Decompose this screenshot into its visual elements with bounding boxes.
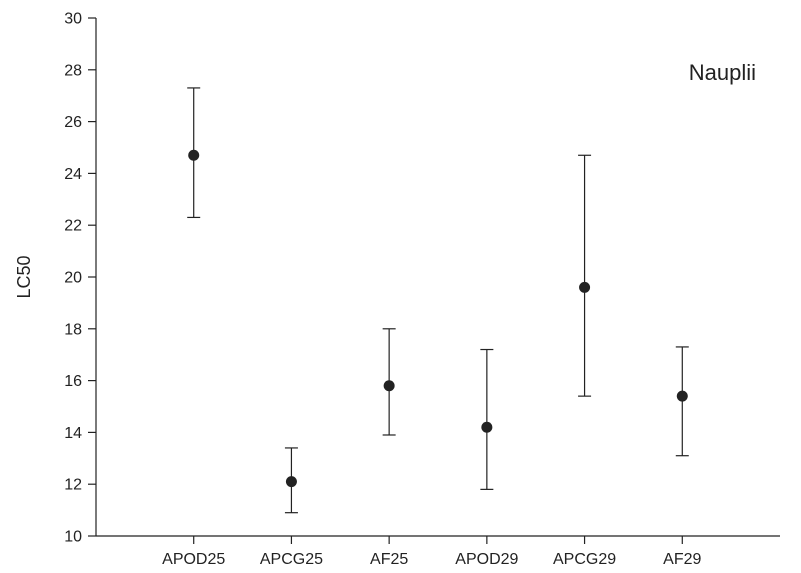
plot-frame (95, 18, 780, 537)
y-tick-label: 26 (64, 114, 82, 131)
x-axis: APOD25 APCG25 AF25 APOD29 APCG29 AF29 (162, 536, 702, 568)
panel-annotation: Nauplii (689, 60, 756, 85)
data-point (579, 281, 591, 293)
x-tick-label: APCG29 (553, 551, 616, 568)
y-axis-label: LC50 (14, 255, 34, 298)
y-axis: 10 12 14 16 18 20 22 24 26 28 30 (64, 11, 96, 546)
data-point (285, 476, 297, 488)
data-point (188, 149, 200, 161)
y-tick-label: 22 (64, 218, 82, 235)
x-tick-label: APOD29 (455, 551, 518, 568)
y-tick-label: 10 (64, 529, 82, 546)
y-tick-label: 12 (64, 477, 82, 494)
y-tick-label: 30 (64, 11, 82, 28)
data-point (383, 380, 395, 392)
data-point (676, 390, 688, 402)
y-tick-label: 18 (64, 321, 82, 338)
y-tick-label: 28 (64, 62, 82, 79)
data-point (481, 421, 493, 433)
x-tick-label: AF25 (370, 551, 408, 568)
y-tick-label: 16 (64, 373, 82, 390)
y-tick-label: 24 (64, 166, 82, 183)
data-marks (187, 87, 689, 514)
y-tick-label: 20 (64, 270, 82, 287)
x-tick-label: APOD25 (162, 551, 225, 568)
x-tick-label: AF29 (663, 551, 701, 568)
x-tick-label: APCG25 (260, 551, 323, 568)
y-tick-label: 14 (64, 425, 82, 442)
